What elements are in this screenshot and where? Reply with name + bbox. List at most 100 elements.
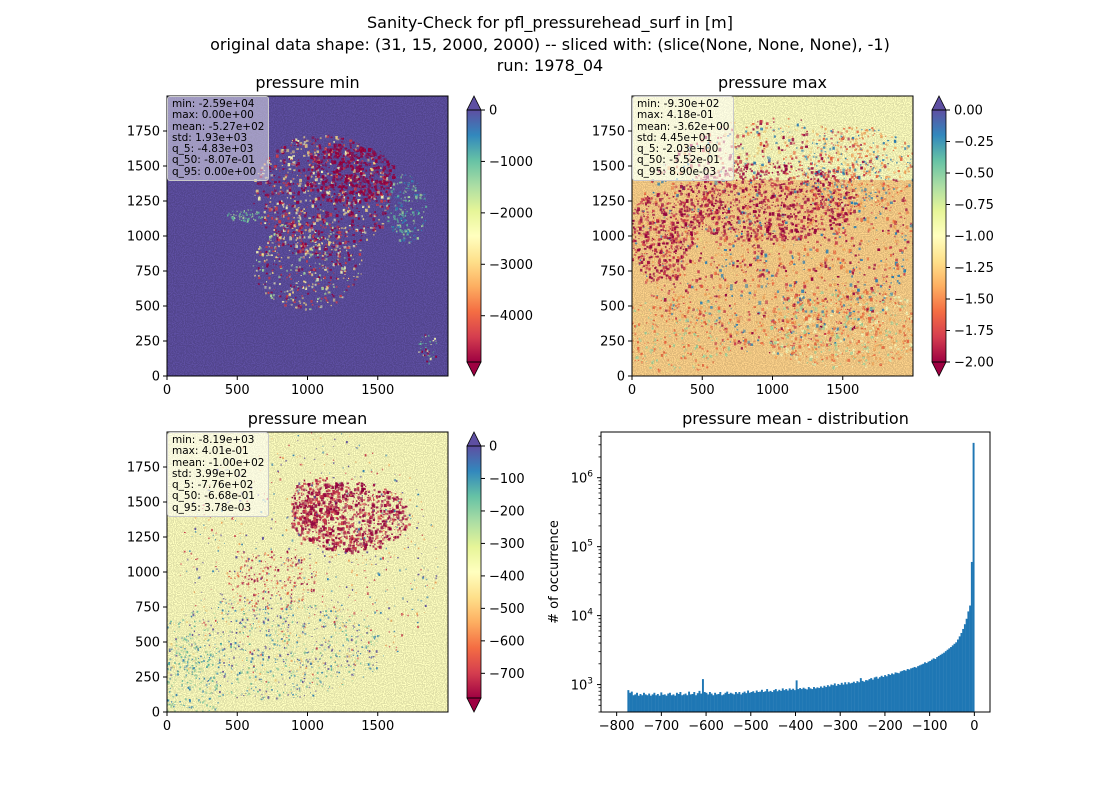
histogram-bar	[913, 666, 916, 712]
stats-box: min: -9.30e+02 max: 4.18e-01 mean: -3.62e+…	[632, 96, 735, 182]
stats-line: max: 4.18e-01	[637, 109, 714, 122]
histogram-bar	[686, 695, 689, 712]
panel-title: pressure mean - distribution	[682, 409, 909, 428]
histogram-bar	[828, 686, 831, 712]
histogram-bar	[849, 683, 852, 712]
figure-title-line-1: Sanity-Check for pfl_pressurehead_surf i…	[367, 13, 733, 32]
histogram-bar	[963, 624, 966, 712]
histogram-bar	[953, 643, 956, 712]
colorbar-extend-max	[931, 95, 947, 111]
histogram-bar	[667, 693, 670, 712]
histogram-bar	[911, 667, 914, 712]
x-tick-label: −400	[778, 719, 814, 734]
colorbar	[467, 110, 481, 362]
histogram-bar	[780, 690, 782, 712]
histogram-bar	[634, 694, 637, 712]
histogram-bar	[806, 689, 809, 712]
histogram-bar	[970, 561, 973, 712]
histogram-bar	[955, 642, 958, 712]
histogram-bar	[642, 692, 645, 712]
histogram-bar	[786, 690, 789, 712]
histogram-bar	[655, 695, 658, 712]
histogram-bar	[939, 654, 942, 712]
histogram-bar	[736, 693, 739, 712]
colorbar-tick-label: −2.00	[954, 356, 994, 371]
histogram-bar	[745, 693, 748, 712]
stats-box: min: -2.59e+04 max: 0.00e+00 mean: -5.27e+…	[167, 96, 270, 182]
histogram-bar	[653, 692, 656, 712]
colorbar-extend-min	[931, 361, 947, 377]
colorbar-tick-label: −500	[489, 602, 525, 617]
histogram-bar	[747, 690, 750, 712]
stats-line: q_50: -6.68e-01	[172, 490, 255, 503]
y-tick-label: 250	[135, 335, 160, 350]
colorbar-tick-label: −700	[489, 667, 525, 682]
stats-line: q_95: 8.90e-03	[637, 165, 717, 178]
histogram-bar	[795, 680, 798, 712]
x-tick-label: 1000	[756, 383, 789, 398]
stats-line: q_5: -4.83e+03	[172, 143, 254, 156]
histogram-bar	[910, 668, 913, 712]
histogram-bar	[842, 684, 845, 712]
histogram-bar	[688, 691, 691, 712]
colorbar-tick-label: 0	[489, 440, 497, 455]
histogram-bar	[873, 677, 876, 712]
histogram-bar	[658, 695, 661, 712]
histogram-bar	[682, 694, 685, 712]
histogram-bar	[665, 695, 668, 712]
histogram-bar	[889, 674, 892, 712]
y-tick-label: 1250	[127, 195, 160, 210]
histogram-bar	[957, 639, 959, 712]
x-tick-label: 500	[690, 383, 715, 398]
colorbar-tick-label: −1.25	[954, 261, 994, 276]
histogram-bar	[816, 687, 819, 712]
histogram-bar	[892, 674, 895, 712]
stats-line: q_95: 3.78e-03	[172, 501, 252, 514]
colorbar	[932, 110, 946, 362]
histogram-bar	[632, 695, 635, 712]
histogram-bar	[941, 653, 944, 712]
histogram-bar	[754, 692, 756, 712]
histogram-bar	[901, 670, 904, 712]
histogram-bar	[677, 693, 680, 712]
heatmap-image	[632, 96, 913, 376]
histogram-bar	[660, 692, 663, 712]
histogram-bar	[728, 693, 730, 712]
histogram-bar	[669, 692, 671, 712]
histogram-bar	[960, 632, 963, 712]
colorbar-extend-min	[466, 361, 482, 377]
histogram-bar	[656, 693, 659, 712]
histogram-bar	[845, 684, 848, 712]
histogram-bar	[932, 658, 935, 712]
histogram-bar	[707, 694, 710, 712]
colorbar-extend-max	[466, 431, 482, 447]
histogram-bar	[950, 647, 952, 712]
colorbar-extend-min	[466, 697, 482, 713]
panel-title: pressure mean	[248, 409, 368, 428]
histogram-bar	[769, 690, 772, 712]
histogram-bar	[696, 693, 699, 712]
histogram-bar	[797, 689, 800, 712]
x-tick-label: 1500	[361, 383, 394, 398]
colorbar-tick-label: −1.75	[954, 324, 994, 339]
x-tick-label: 0	[628, 383, 636, 398]
histogram-bar	[695, 695, 697, 712]
y-tick-label: 0	[617, 370, 625, 385]
histogram-bar	[734, 692, 737, 712]
histogram-bar	[896, 672, 899, 712]
stats-line: min: -2.59e+04	[172, 98, 255, 110]
histogram-bar	[629, 692, 632, 712]
histogram-bar	[927, 661, 930, 712]
y-axis-label: # of occurrence	[547, 520, 562, 624]
histogram-bar	[731, 693, 734, 712]
colorbar-tick-label: 0	[489, 104, 497, 119]
histogram-bar	[930, 659, 933, 712]
x-tick-label: 1000	[291, 719, 324, 734]
histogram-bar	[724, 692, 727, 712]
y-tick-label: 105	[571, 539, 593, 556]
histogram-bar	[962, 628, 965, 712]
histogram-bar	[774, 689, 777, 712]
histogram-bar	[649, 695, 652, 712]
histogram-bar	[844, 682, 847, 712]
